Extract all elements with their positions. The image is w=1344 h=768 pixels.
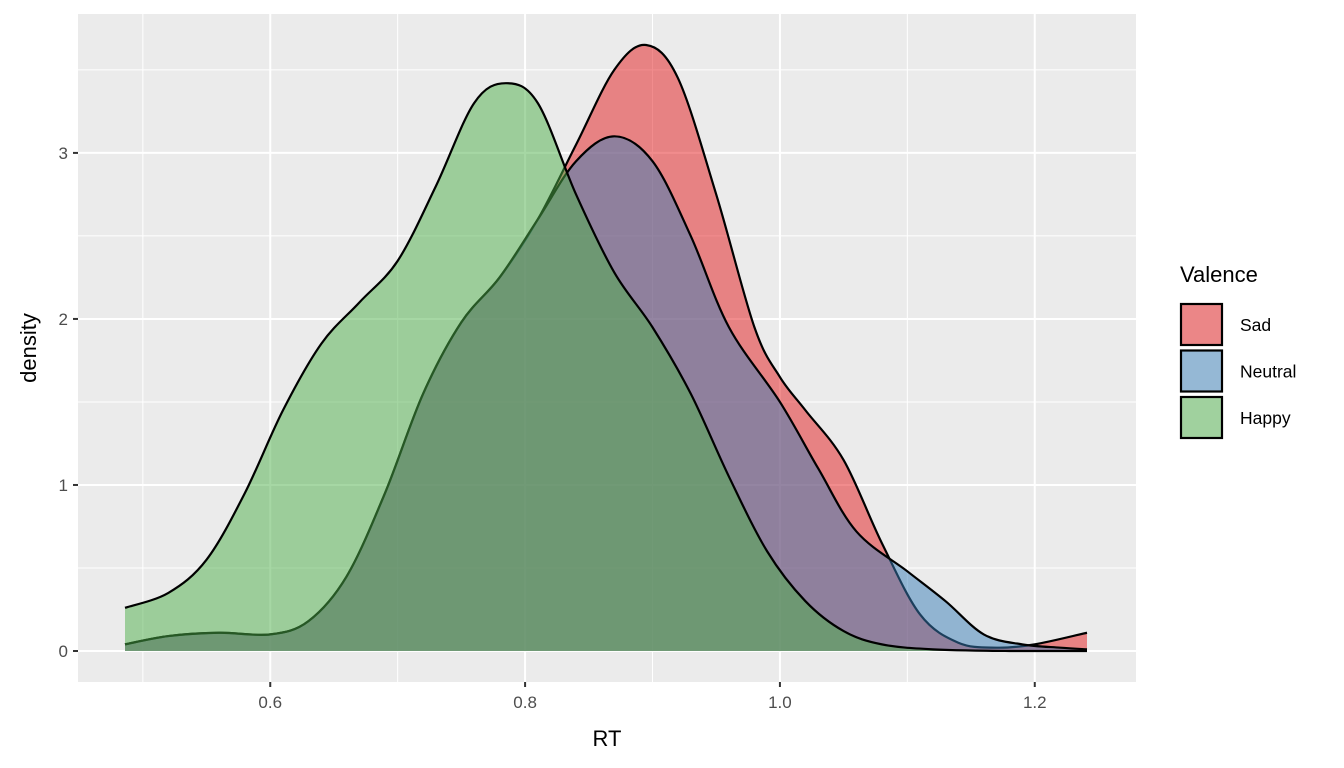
y-tick-label: 3 <box>59 144 68 163</box>
legend-label-happy: Happy <box>1240 408 1291 428</box>
x-tick-label: 1.2 <box>1023 693 1047 712</box>
y-tick-label: 0 <box>59 642 68 661</box>
legend-title: Valence <box>1180 262 1258 287</box>
density-outline-happy <box>124 82 1087 653</box>
y-axis: 0 1 2 3 <box>59 144 78 661</box>
x-axis-title: RT <box>593 726 622 751</box>
legend-label-neutral: Neutral <box>1240 362 1296 382</box>
legend-swatch-neutral <box>1179 349 1224 393</box>
density-area-happy <box>125 83 1087 651</box>
x-tick-label: 1.0 <box>768 693 792 712</box>
y-axis-title: density <box>16 313 41 383</box>
legend-label-sad: Sad <box>1240 315 1271 335</box>
legend-swatch-sad <box>1179 302 1224 347</box>
y-tick-label: 2 <box>59 310 68 329</box>
density-areas <box>124 43 1088 653</box>
legend-swatch-happy <box>1179 395 1224 440</box>
x-tick-label: 0.8 <box>513 693 537 712</box>
x-axis: 0.6 0.8 1.0 1.2 <box>258 682 1047 712</box>
y-tick-label: 1 <box>59 476 68 495</box>
x-tick-label: 0.6 <box>258 693 282 712</box>
legend: Valence Sad Neutral Happy <box>1179 262 1296 440</box>
